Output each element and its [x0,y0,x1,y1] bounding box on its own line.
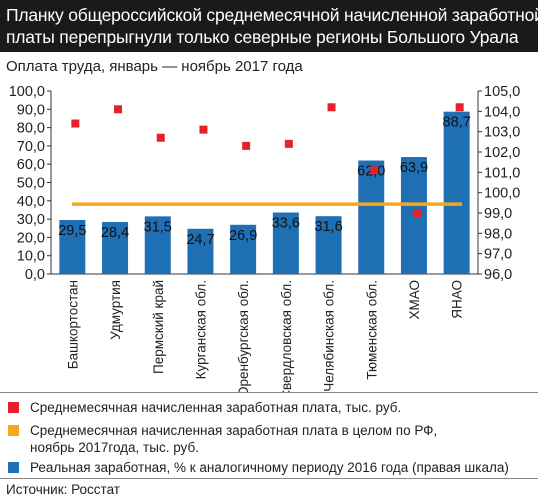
legend-label-salary: Среднемесячная начисленная заработная пл… [30,400,402,415]
bar [272,212,299,274]
chart-title-line1: Планку общероссийской среднемесячной нач… [6,5,538,25]
bar [59,220,86,274]
legend: Среднемесячная начисленная заработная пл… [0,392,538,475]
bar-value-label: 26,9 [229,228,257,244]
left-axis-tick-label: 30,0 [17,212,45,228]
left-axis-tick-label: 20,0 [17,230,45,246]
salary-marker [156,133,165,142]
salary-marker [370,166,379,175]
category-label: Свердловская обл. [279,280,294,392]
salary-marker [199,125,208,134]
left-axis-tick-label: 50,0 [17,176,45,192]
category-label: ХМАО [407,280,422,319]
salary-marker [327,103,336,112]
legend-swatch-salary [8,402,19,413]
bar-value-label: 28,4 [101,225,129,241]
bar [187,228,214,274]
source-text: Источник: Росстат [6,482,120,497]
bar-value-label: 24,7 [186,232,214,248]
salary-marker [71,119,80,128]
left-axis-tick-label: 40,0 [17,194,45,210]
category-label: Удмуртия [108,280,123,340]
legend-label-russia-line1: Среднемесячная начисленная заработная пл… [30,423,438,438]
left-axis-tick-label: 0,0 [25,267,45,283]
right-axis-tick-label: 100,0 [484,186,520,202]
bar [358,160,385,274]
right-axis-tick-label: 96,0 [484,267,512,283]
category-label: Оренбургская обл. [236,280,251,392]
category-label: Курганская обл. [193,280,208,379]
bar [102,222,129,274]
bar-value-label: 88,7 [443,115,471,131]
left-axis-tick-label: 90,0 [17,102,45,118]
bar-value-label: 29,5 [58,223,86,239]
category-label: Тюменская обл. [364,280,379,380]
right-axis-tick-label: 103,0 [484,125,520,141]
category-label: Башкортостан [65,280,80,369]
salary-marker [455,103,464,112]
right-axis-tick-label: 105,0 [484,84,520,100]
chart-subtitle: Оплата труда, январь — ноябрь 2017 года [6,58,303,75]
right-axis-tick-label: 101,0 [484,165,520,181]
legend-swatch-russia [8,425,19,436]
chart-canvas: 0,0 10,0 20,0 30,0 40,0 50,0 60,0 70,0 80,0 90,0 1… [9,84,521,392]
bar [230,224,257,274]
category-label: Пермский край [151,280,166,374]
source-note: Источник: Росстат [0,478,538,501]
right-axis-tick-label: 99,0 [484,206,512,222]
right-axis-tick-label: 102,0 [484,145,520,161]
salary-marker [114,105,123,114]
salary-marker [412,209,421,217]
bar [315,216,342,274]
legend-swatch-real [8,462,19,473]
legend-label-russia-line2: ноябрь 2017года, тыс. руб. [30,440,199,455]
left-axis-tick-label: 100,0 [9,84,45,100]
right-axis-tick-label: 104,0 [484,104,520,120]
bar-value-label: 63,9 [400,160,428,176]
salary-marker [284,139,293,148]
left-axis-tick-label: 70,0 [17,139,45,155]
left-axis-tick-label: 80,0 [17,121,45,137]
salary-marker [242,141,251,150]
bar-value-label: 31,5 [144,219,172,235]
category-label: ЯНАО [450,280,465,319]
title-banner: Планку общероссийской среднемесячной нач… [0,0,538,52]
bar [144,216,171,274]
bar-value-label: 31,6 [314,219,342,235]
chart-title-line2: платы перепрыгнули только северные регио… [6,27,519,47]
right-axis-tick-label: 97,0 [484,247,512,263]
bar-value-label: 33,6 [272,216,300,232]
bar [443,111,470,274]
left-axis-tick-label: 10,0 [17,249,45,265]
right-axis-tick-label: 98,0 [484,226,512,242]
category-label: Челябинская обл. [322,280,337,392]
left-axis-tick-label: 60,0 [17,157,45,173]
legend-label-real: Реальная заработная, % к аналогичному пе… [30,460,509,475]
